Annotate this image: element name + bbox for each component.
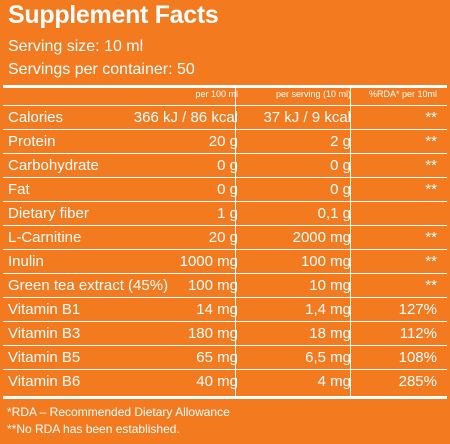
table-row: Inulin 1000 mg 100 mg ** bbox=[0, 250, 450, 274]
value-rda: ** bbox=[425, 253, 437, 270]
header-divider bbox=[3, 85, 447, 88]
row-divider bbox=[3, 345, 447, 346]
value-per-serving: 6,5 mg bbox=[305, 349, 351, 366]
row-divider bbox=[3, 249, 447, 250]
table-row: Vitamin B1 14 mg 1,4 mg 127% bbox=[0, 298, 450, 322]
footer-divider bbox=[3, 396, 447, 399]
value-per-100ml: 40 mg bbox=[196, 373, 238, 390]
column-divider bbox=[350, 85, 351, 396]
table-row: Protein 20 g 2 g ** bbox=[0, 130, 450, 154]
value-per-serving: 37 kJ / 9 kcal bbox=[263, 109, 351, 126]
value-per-100ml: 0 g bbox=[217, 157, 238, 174]
column-divider bbox=[235, 85, 236, 396]
table-row: L-Carnitine 20 g 2000 mg ** bbox=[0, 226, 450, 250]
value-per-100ml: 14 mg bbox=[196, 301, 238, 318]
nutrient-name: Vitamin B5 bbox=[8, 349, 81, 366]
table-row: Vitamin B6 40 mg 4 mg 285% bbox=[0, 370, 450, 394]
nutrient-name: Inulin bbox=[8, 253, 44, 270]
column-header-divider bbox=[3, 105, 447, 106]
nutrient-name: Dietary fiber bbox=[8, 205, 89, 222]
value-rda: ** bbox=[425, 181, 437, 198]
row-divider bbox=[3, 129, 447, 130]
servings-per-container: Servings per container: 50 bbox=[8, 61, 195, 78]
value-rda: ** bbox=[425, 157, 437, 174]
row-divider bbox=[3, 153, 447, 154]
value-per-serving: 2 g bbox=[330, 133, 351, 150]
nutrient-name: Green tea extract (45%) bbox=[8, 277, 169, 294]
nutrient-name: Calories bbox=[8, 109, 64, 126]
table-row: Vitamin B5 65 mg 6,5 mg 108% bbox=[0, 346, 450, 370]
value-rda: 108% bbox=[398, 349, 437, 366]
table-row: Green tea extract (45%) 100 mg 10 mg ** bbox=[0, 274, 450, 298]
row-divider bbox=[3, 201, 447, 202]
nutrient-name: Carbohydrate bbox=[8, 157, 99, 174]
footnote-rda: *RDA – Recommended Dietary Allowance bbox=[7, 405, 230, 419]
nutrient-name: Vitamin B1 bbox=[8, 301, 81, 318]
value-per-100ml: 1000 mg bbox=[179, 253, 238, 270]
nutrient-name: Fat bbox=[8, 181, 30, 198]
value-per-serving: 4 mg bbox=[317, 373, 351, 390]
value-per-serving: 10 mg bbox=[309, 277, 351, 294]
nutrient-name: Vitamin B3 bbox=[8, 325, 81, 342]
row-divider bbox=[3, 297, 447, 298]
value-per-100ml: 65 mg bbox=[196, 349, 238, 366]
value-rda: ** bbox=[425, 133, 437, 150]
table-row: Dietary fiber 1 g 0,1 g bbox=[0, 202, 450, 226]
panel-title: Supplement Facts bbox=[8, 1, 219, 29]
value-per-serving: 0 g bbox=[330, 181, 351, 198]
value-rda: ** bbox=[425, 229, 437, 246]
nutrient-name: Vitamin B6 bbox=[8, 373, 81, 390]
value-rda: 127% bbox=[398, 301, 437, 318]
value-per-serving: 0 g bbox=[330, 157, 351, 174]
column-header-per-serving: per serving (10 ml) bbox=[275, 89, 351, 99]
value-per-100ml: 0 g bbox=[217, 181, 238, 198]
value-per-100ml: 366 kJ / 86 kcal bbox=[133, 109, 238, 126]
value-per-serving: 2000 mg bbox=[292, 229, 351, 246]
value-per-serving: 18 mg bbox=[309, 325, 351, 342]
value-rda: ** bbox=[425, 277, 437, 294]
column-header-per-100ml: per 100 ml bbox=[195, 89, 238, 99]
value-per-serving: 0,1 g bbox=[317, 205, 351, 222]
table-row: Fat 0 g 0 g ** bbox=[0, 178, 450, 202]
value-rda: ** bbox=[425, 109, 437, 126]
table-row: Carbohydrate 0 g 0 g ** bbox=[0, 154, 450, 178]
nutrient-name: L-Carnitine bbox=[8, 229, 82, 246]
value-per-100ml: 20 g bbox=[208, 133, 238, 150]
serving-size: Serving size: 10 ml bbox=[8, 38, 144, 55]
column-header-rda: %RDA* per 10ml bbox=[368, 89, 437, 99]
value-rda: 112% bbox=[399, 325, 437, 342]
footnote-no-rda: **No RDA has been established. bbox=[7, 422, 180, 436]
nutrient-name: Protein bbox=[8, 133, 56, 150]
value-per-serving: 100 mg bbox=[300, 253, 351, 270]
row-divider bbox=[3, 369, 447, 370]
row-divider bbox=[3, 225, 447, 226]
table-row: Vitamin B3 180 mg 18 mg 112% bbox=[0, 322, 450, 346]
value-per-100ml: 100 mg bbox=[187, 277, 238, 294]
value-per-100ml: 20 g bbox=[208, 229, 238, 246]
row-divider bbox=[3, 273, 447, 274]
value-per-serving: 1,4 mg bbox=[305, 301, 351, 318]
value-per-100ml: 180 mg bbox=[187, 325, 238, 342]
value-rda: 285% bbox=[398, 373, 437, 390]
table-row: Calories 366 kJ / 86 kcal 37 kJ / 9 kcal ** bbox=[0, 106, 450, 130]
value-per-100ml: 1 g bbox=[217, 205, 238, 222]
row-divider bbox=[3, 321, 447, 322]
row-divider bbox=[3, 177, 447, 178]
